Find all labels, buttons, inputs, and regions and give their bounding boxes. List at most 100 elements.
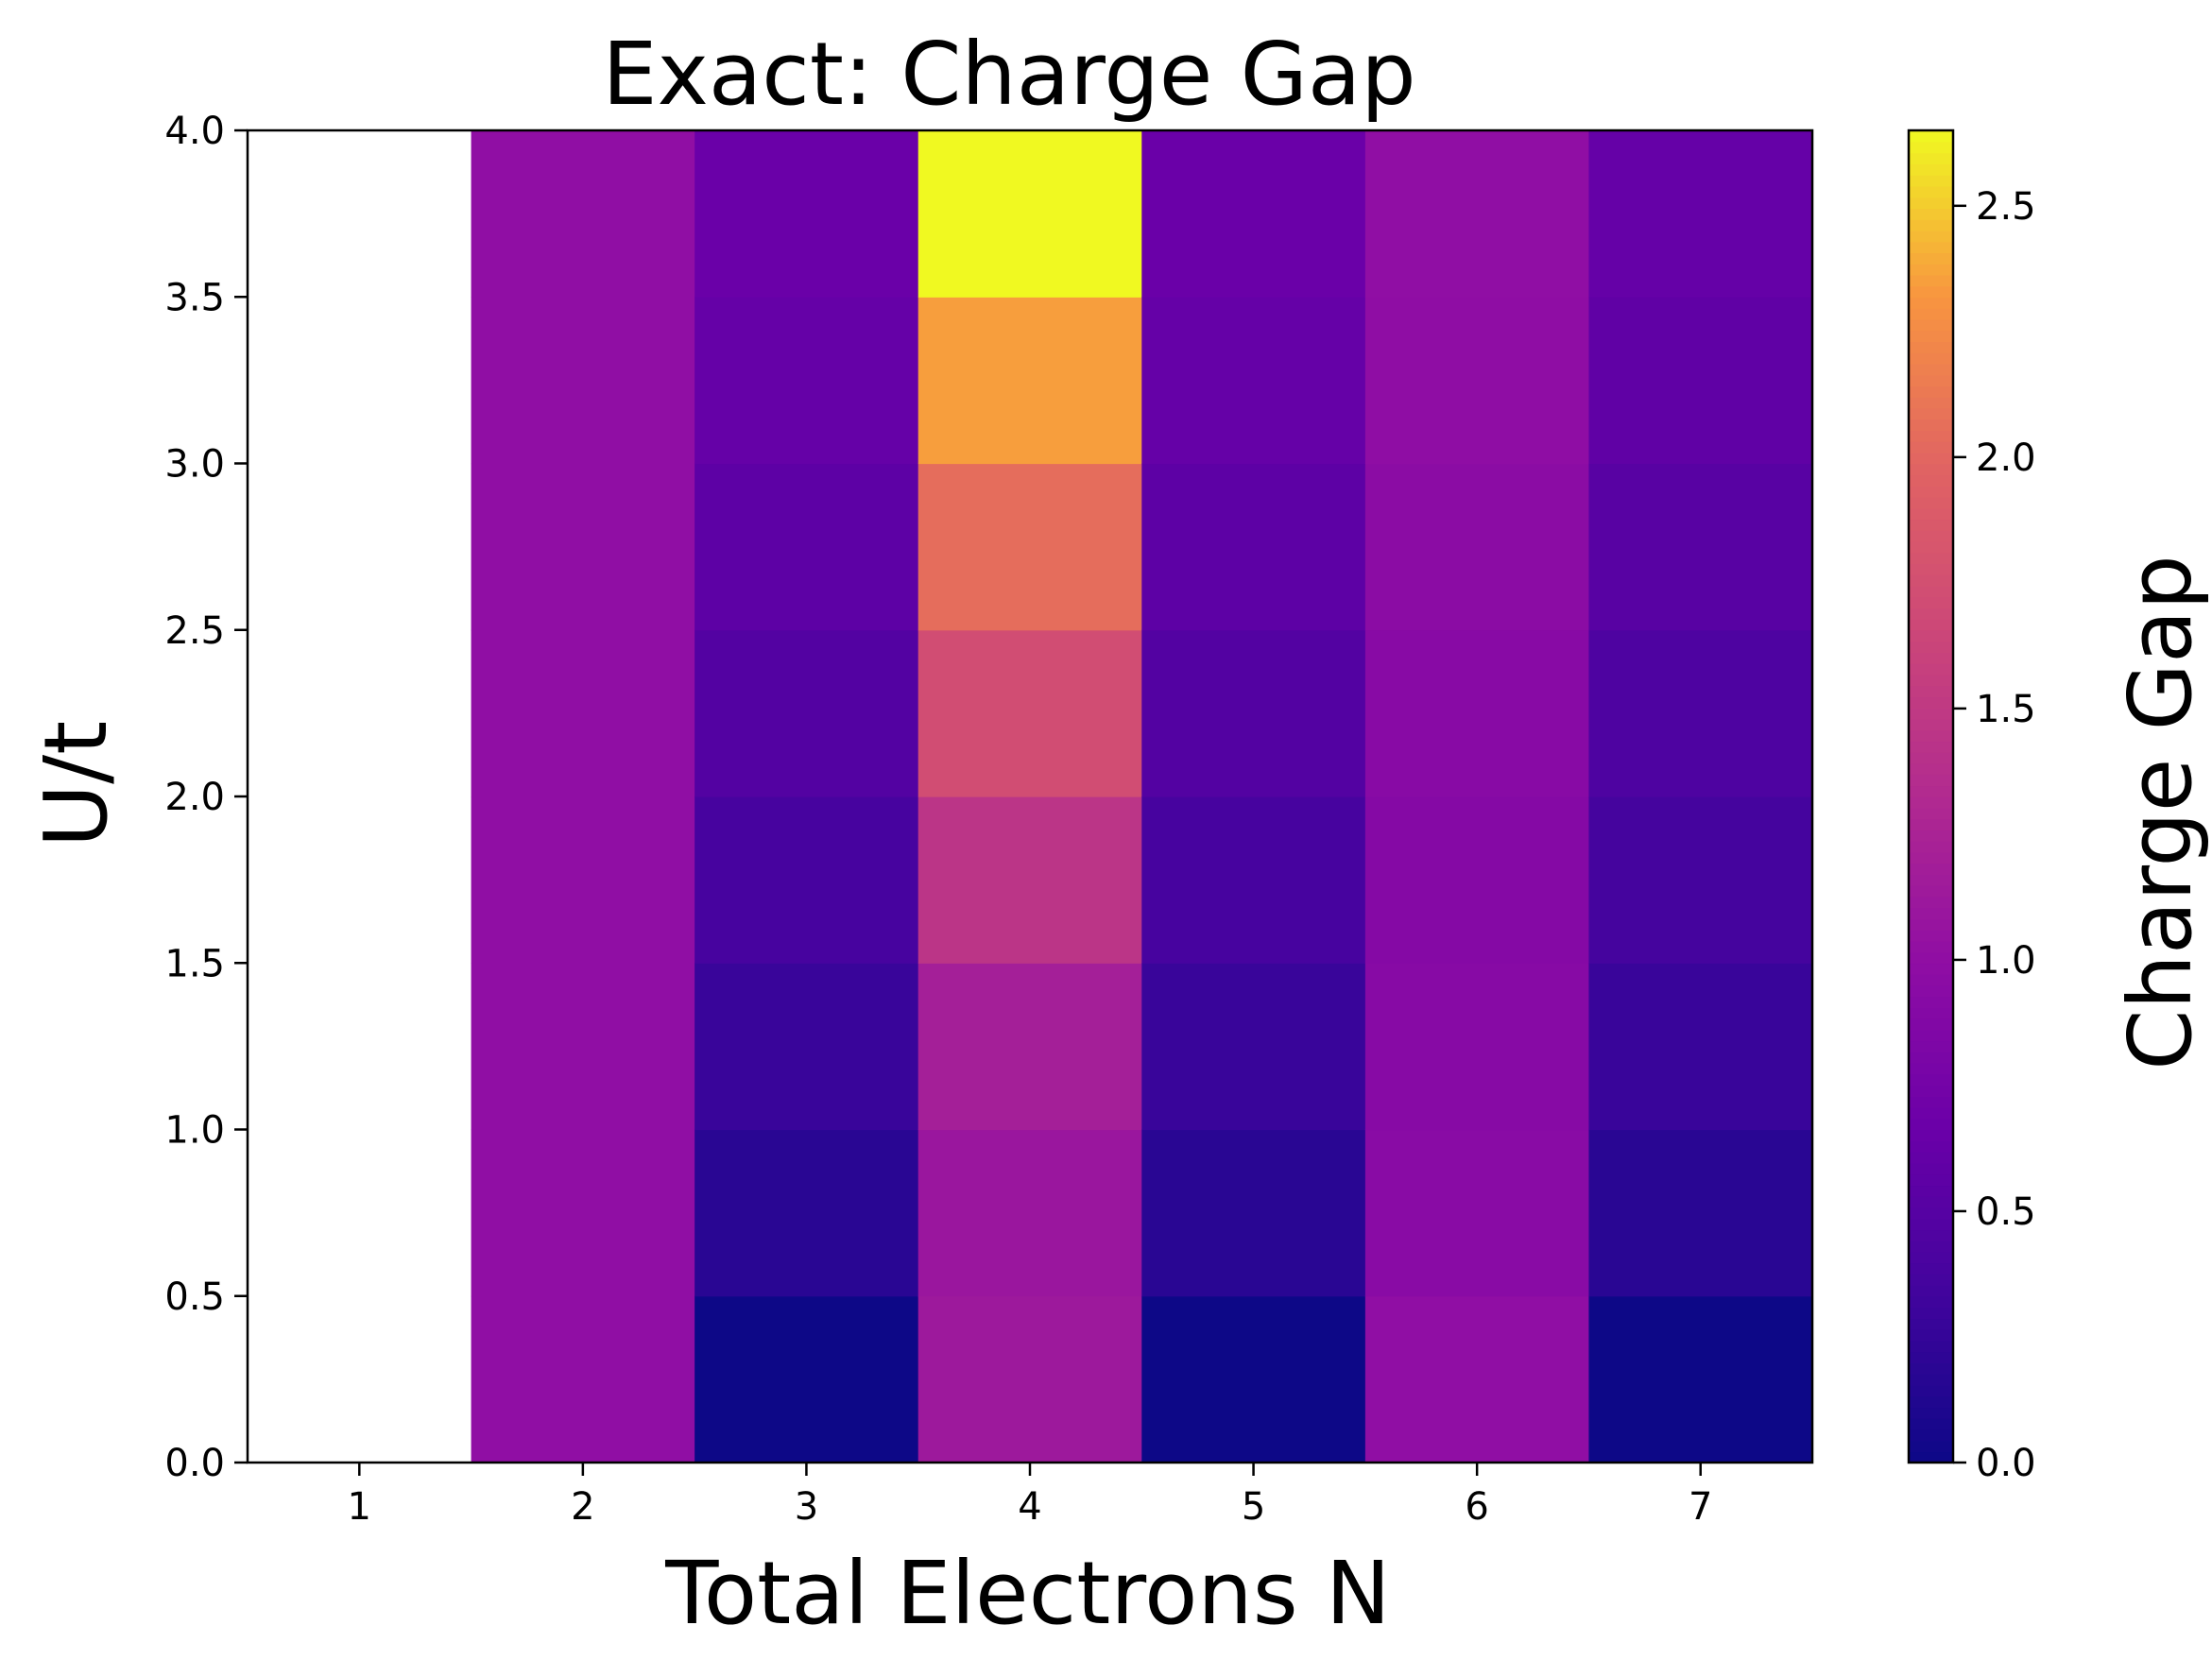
colorbar-segment [1909, 185, 1953, 198]
colorbar-segment [1909, 863, 1953, 876]
colorbar-segment [1909, 1251, 1953, 1264]
plot-frame [246, 128, 1814, 1464]
heatmap-cell [694, 1129, 919, 1297]
colorbar-segment [1909, 441, 1953, 453]
colorbar-segment [1909, 607, 1953, 620]
colorbar-segment [1909, 696, 1953, 709]
colorbar-segment [1909, 785, 1953, 797]
x-tick-label: 5 [1242, 1485, 1265, 1529]
colorbar-segment [1909, 1096, 1953, 1108]
colorbar-segment [1909, 1129, 1953, 1142]
colorbar-segment [1909, 385, 1953, 398]
heatmap-cell [248, 1295, 472, 1463]
heatmap-cell [1364, 130, 1590, 298]
heatmap-cell [1588, 297, 1813, 465]
colorbar-frame [1907, 128, 1955, 1464]
colorbar-segment [1909, 230, 1953, 243]
colorbar-segment [1909, 774, 1953, 787]
colorbar-segment [1909, 708, 1953, 720]
colorbar-segment [1909, 341, 1953, 353]
colorbar-segment [1909, 841, 1953, 853]
colorbar-segment [1909, 419, 1953, 432]
colorbar-segment [1909, 585, 1953, 598]
y-tick-label: 0.5 [164, 1275, 225, 1319]
colorbar-segment [1909, 1362, 1953, 1375]
colorbar-segment [1909, 685, 1953, 698]
colorbar-segment [1909, 197, 1953, 210]
heatmap-cell [694, 130, 919, 298]
y-tick-label: 0.0 [164, 1442, 225, 1485]
colorbar-title: Charge Gap [2110, 555, 2211, 1070]
colorbar-segment [1909, 907, 1953, 920]
heatmap-cell [1141, 629, 1366, 797]
colorbar-segment [1909, 1085, 1953, 1098]
colorbar-segment [1909, 519, 1953, 531]
heatmap-cell [917, 1295, 1142, 1463]
colorbar-segment [1909, 1285, 1953, 1297]
colorbar-segment [1909, 208, 1953, 220]
heatmap-cell [248, 130, 472, 298]
colorbar-segment [1909, 241, 1953, 254]
colorbar-segment [1909, 1206, 1953, 1220]
y-tick-label: 1.0 [164, 1109, 225, 1153]
colorbar-segment [1909, 1152, 1953, 1164]
colorbar-segment [1909, 264, 1953, 276]
colorbar-tick-label: 1.5 [1976, 688, 2036, 731]
heatmap-cell [471, 297, 695, 465]
heatmap-cell [694, 796, 919, 964]
x-tick-label: 3 [795, 1485, 818, 1529]
colorbar-segment [1909, 1029, 1953, 1042]
y-axis-title: U/t [26, 721, 127, 847]
heatmap-cell [471, 963, 695, 1131]
colorbar-tick-label: 0.0 [1976, 1442, 2036, 1485]
y-tick-label: 1.5 [164, 942, 225, 985]
heatmap-cell [1588, 1129, 1813, 1297]
colorbar-segment [1909, 574, 1953, 587]
heatmap-cell [248, 963, 472, 1131]
heatmap-cell [1588, 130, 1813, 298]
colorbar-segment [1909, 486, 1953, 498]
colorbar-segment [1909, 274, 1953, 287]
colorbar-segment [1909, 152, 1953, 165]
x-tick-label: 7 [1689, 1485, 1712, 1529]
colorbar-segment [1909, 963, 1953, 975]
y-tick-label: 2.5 [164, 609, 225, 653]
colorbar-segment [1909, 330, 1953, 343]
colorbar-segment [1909, 1395, 1953, 1409]
x-axis-title: Total Electrons N [664, 1543, 1390, 1644]
heatmap-cell [917, 297, 1142, 465]
heatmap-cell [917, 130, 1142, 298]
colorbar-segment [1909, 1384, 1953, 1397]
colorbar-segment [1909, 718, 1953, 731]
heatmap-cell [1141, 963, 1366, 1131]
colorbar-segment [1909, 540, 1953, 554]
colorbar-segment [1909, 984, 1953, 998]
colorbar-segment [1909, 352, 1953, 365]
heatmap-cell [694, 463, 919, 631]
heatmap-cell [248, 796, 472, 964]
heatmap-cell [471, 796, 695, 964]
heatmap-cell [1141, 1295, 1366, 1463]
colorbar-segment [1909, 996, 1953, 1009]
colorbar-segment [1909, 563, 1953, 575]
colorbar-segment [1909, 452, 1953, 465]
colorbar-segment [1909, 796, 1953, 809]
colorbar-tick-label: 2.0 [1976, 436, 2036, 480]
colorbar-segment [1909, 397, 1953, 409]
heatmap-cell [917, 796, 1142, 964]
colorbar-segment [1909, 463, 1953, 476]
heatmap-cell [1588, 463, 1813, 631]
heatmap-cell [1588, 796, 1813, 964]
colorbar-segment [1909, 951, 1953, 965]
colorbar-segment [1909, 940, 1953, 953]
heatmap-cell [1141, 796, 1366, 964]
colorbar-segment [1909, 1429, 1953, 1442]
colorbar-segment [1909, 507, 1953, 521]
colorbar-segment [1909, 1040, 1953, 1053]
heatmap-cell [1141, 297, 1366, 465]
colorbar-segment [1909, 407, 1953, 420]
x-tick-label: 4 [1018, 1485, 1041, 1529]
colorbar-segment [1909, 807, 1953, 820]
colorbar-segment [1909, 1229, 1953, 1241]
colorbar-segment [1909, 530, 1953, 542]
